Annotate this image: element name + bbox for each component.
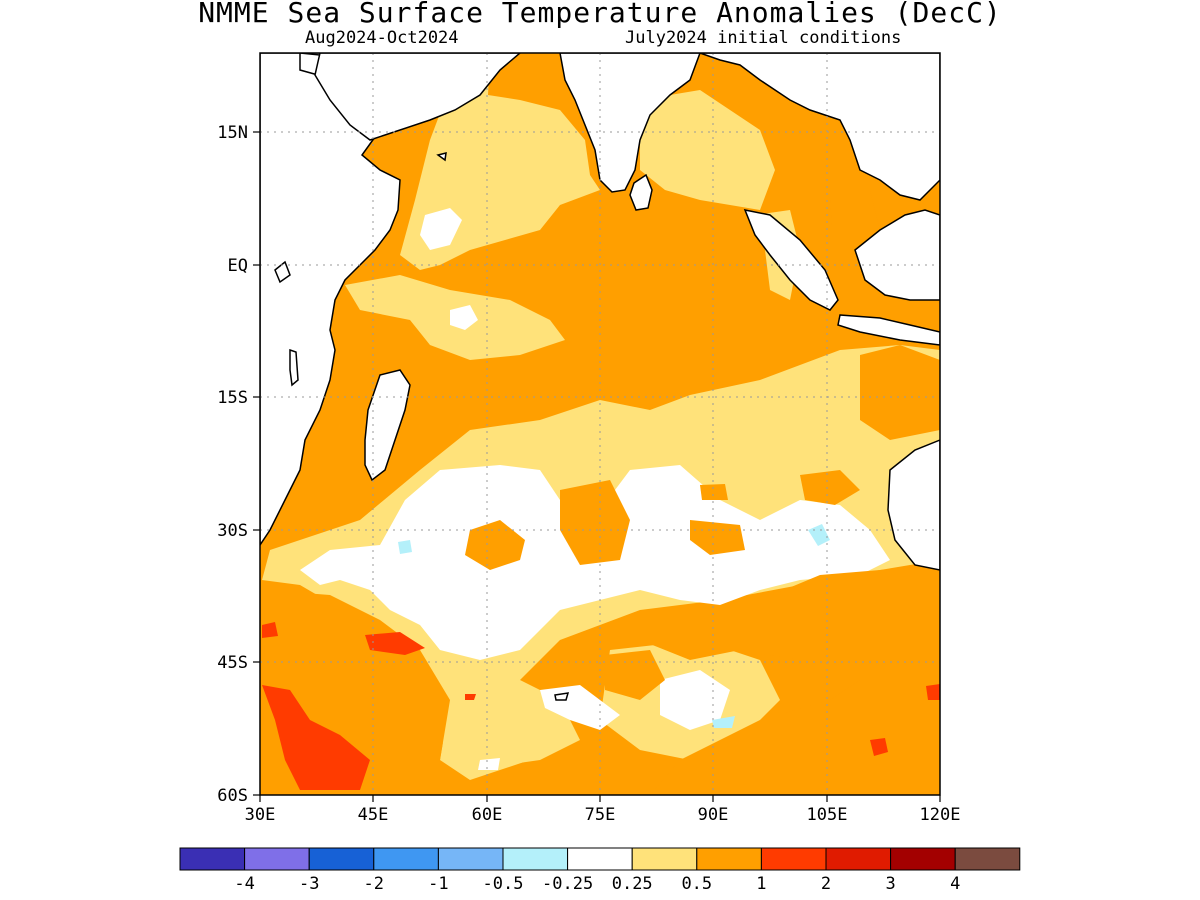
colorbar-swatch — [696, 847, 762, 871]
java — [837, 314, 940, 346]
socotra — [436, 152, 447, 162]
colorbar-label: -1 — [428, 874, 448, 894]
map-title: NMME Sea Surface Temperature Anomalies (… — [198, 0, 1002, 29]
lat-label-45s: 45S — [217, 653, 248, 673]
colorbar-swatch — [825, 847, 892, 871]
colorbar-swatch — [244, 847, 310, 871]
land-masses — [260, 53, 940, 701]
borneo — [854, 209, 940, 301]
latitude-labels: 15N EQ 15S 30S 45S 60S — [217, 123, 248, 806]
lon-label-30e: 30E — [245, 805, 276, 825]
indian-subcontinent — [559, 53, 701, 193]
lon-label-120e: 120E — [920, 805, 961, 825]
lat-label-eq: EQ — [228, 256, 248, 276]
colorbar-label: -0.5 — [483, 874, 524, 894]
colorbar-label: 3 — [885, 874, 895, 894]
colorbar: -4 -3 -2 -1 -0.5 -0.25 0.25 0.5 1 2 3 4 — [179, 847, 1021, 894]
lat-label-15n: 15N — [217, 123, 248, 143]
sumatra — [743, 208, 839, 311]
madagascar — [364, 369, 411, 482]
anomaly-field — [260, 53, 940, 795]
colorbar-label: 4 — [950, 874, 960, 894]
lat-label-15s: 15S — [217, 388, 248, 408]
colorbar-label: -0.25 — [542, 874, 593, 894]
lat-label-60s: 60S — [217, 786, 248, 806]
colorbar-swatch — [954, 847, 1021, 871]
lat-label-30s: 30S — [217, 521, 248, 541]
colorbar-label: 2 — [821, 874, 831, 894]
sri-lanka — [629, 173, 653, 211]
initial-conditions: July2024 initial conditions — [625, 28, 902, 48]
lon-label-105e: 105E — [807, 805, 848, 825]
forecast-period: Aug2024-Oct2024 — [305, 28, 459, 48]
colorbar-label: -4 — [234, 874, 254, 894]
kerguelen — [554, 692, 570, 701]
colorbar-swatch — [890, 847, 956, 871]
colorbar-label: 0.25 — [612, 874, 653, 894]
colorbar-label: -3 — [299, 874, 319, 894]
colorbar-swatch — [567, 847, 633, 871]
lake-malawi — [289, 348, 299, 387]
axis-ticks — [253, 131, 941, 802]
colorbar-swatch — [179, 847, 246, 871]
australia — [887, 439, 940, 571]
lon-label-90e: 90E — [698, 805, 729, 825]
colorbar-swatch — [631, 847, 698, 871]
lon-label-60e: 60E — [472, 805, 503, 825]
colorbar-swatch — [437, 847, 504, 871]
colorbar-swatch — [502, 847, 569, 871]
colorbar-label: -2 — [364, 874, 384, 894]
lon-label-45e: 45E — [358, 805, 389, 825]
colorbar-swatch — [308, 847, 375, 871]
longitude-labels: 30E 45E 60E 75E 90E 105E 120E — [245, 805, 961, 825]
southeast-asia-mainland — [699, 53, 940, 201]
graticule — [260, 53, 940, 795]
arabian-peninsula — [314, 53, 522, 141]
colorbar-swatch — [373, 847, 439, 871]
colorbar-label: 0.5 — [681, 874, 712, 894]
colorbar-label: 1 — [756, 874, 766, 894]
colorbar-swatch — [760, 847, 827, 871]
lon-label-75e: 75E — [585, 805, 616, 825]
